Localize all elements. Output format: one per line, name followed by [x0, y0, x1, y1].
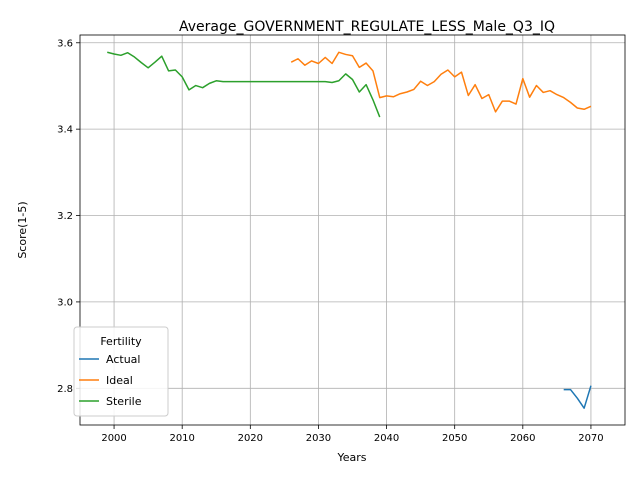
plot-frame — [79, 34, 626, 426]
x-tick-label: 2070 — [578, 433, 603, 444]
y-tick-label: 3.2 — [57, 211, 73, 222]
y-tick-label: 3.6 — [57, 38, 73, 49]
y-tick-label: 2.8 — [57, 384, 73, 395]
y-axis: 2.8 3.0 3.2 3.4 3.6 — [57, 38, 80, 395]
x-axis: 2000 2010 2020 2030 2040 2050 2060 2070 — [101, 425, 604, 444]
legend: Fertility Actual Ideal Sterile — [73, 326, 169, 417]
x-tick-label: 2000 — [101, 433, 126, 444]
y-tick-label: 3.4 — [57, 125, 73, 136]
legend-label-actual: Actual — [106, 353, 140, 366]
series-lines — [107, 51, 592, 409]
legend-label-sterile: Sterile — [106, 395, 142, 408]
x-tick-label: 2040 — [374, 433, 399, 444]
legend-label-ideal: Ideal — [106, 374, 133, 387]
x-tick-label: 2050 — [442, 433, 467, 444]
grid-lines — [80, 35, 625, 425]
legend-items: Actual Ideal Sterile — [79, 353, 142, 408]
chart-title: Average_GOVERNMENT_REGULATE_LESS_Male_Q3… — [179, 19, 555, 35]
x-tick-label: 2030 — [306, 433, 331, 444]
series-line-actual — [563, 385, 592, 409]
series-line-ideal — [290, 51, 592, 113]
x-axis-label: Years — [336, 451, 366, 464]
legend-title: Fertility — [100, 335, 142, 348]
x-tick-label: 2020 — [238, 433, 263, 444]
y-tick-label: 3.0 — [57, 297, 73, 308]
series-line-sterile — [107, 51, 381, 118]
x-tick-label: 2060 — [510, 433, 535, 444]
x-tick-label: 2010 — [169, 433, 194, 444]
y-axis-label: Score(1-5) — [16, 201, 29, 258]
legend-box — [73, 326, 169, 417]
